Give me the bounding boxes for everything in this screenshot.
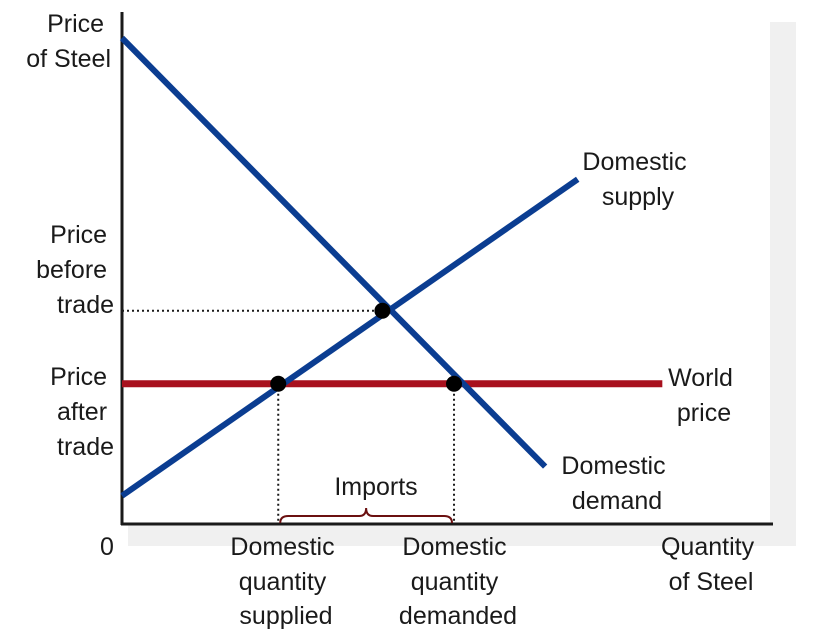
imports-brace [279, 507, 454, 524]
plot-shadow-bottom [128, 525, 796, 546]
quantity-demanded-label: Domestic quantity demanded [399, 533, 517, 629]
demand-line [119, 35, 548, 469]
supply-label: Domestic supply [582, 148, 693, 211]
world-price-label: World price [668, 364, 740, 427]
y-axis-label: Price of Steel [26, 10, 111, 73]
imports-label: Imports [334, 473, 417, 501]
supply-line [120, 176, 580, 499]
x-axis-label: Quantity of Steel [661, 533, 761, 596]
quantity-supplied-label: Domestic quantity supplied [230, 533, 341, 629]
price-before-label: Price before trade [36, 221, 114, 319]
price-after-label: Price after trade [50, 363, 114, 461]
plot-shadow [770, 22, 796, 546]
origin-label: 0 [100, 533, 114, 561]
supplied-point [270, 375, 287, 392]
demand-label: Domestic demand [561, 452, 672, 515]
demanded-point [446, 375, 463, 392]
equilibrium-point [374, 302, 391, 319]
